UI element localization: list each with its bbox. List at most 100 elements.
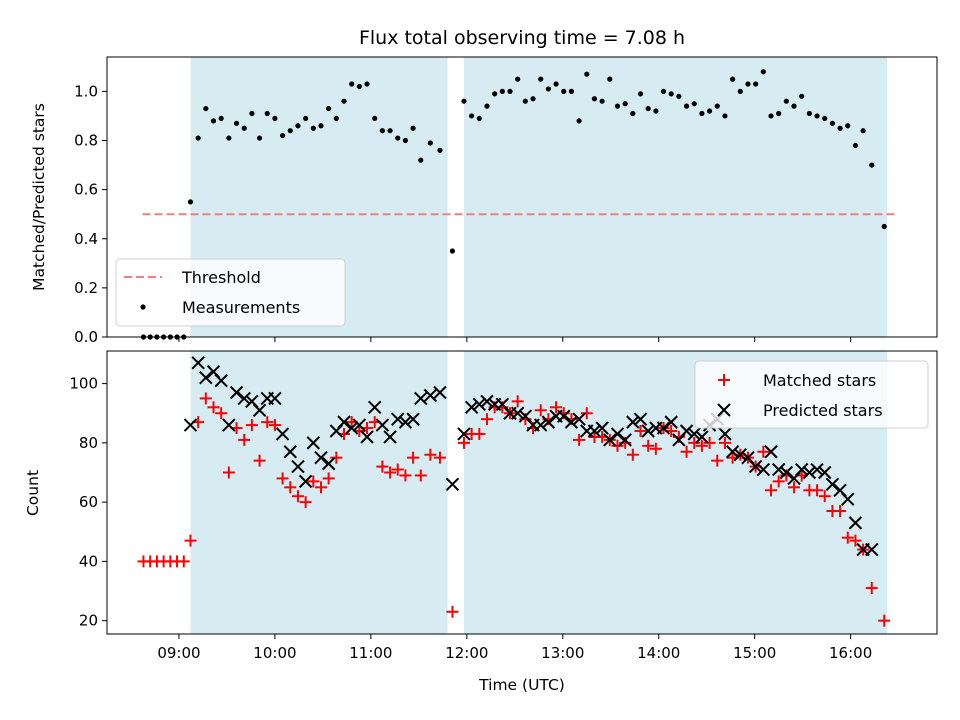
- predicted-stars-point: [557, 409, 571, 423]
- predicted-stars-point: [794, 462, 809, 477]
- matched-stars-point: [177, 555, 190, 568]
- plot-frame-bottom: [106, 350, 938, 635]
- predicted-stars-point: [406, 412, 420, 426]
- predicted-stars-point: [825, 477, 840, 492]
- measurement-point: [576, 118, 582, 124]
- predicted-stars-point: [398, 415, 413, 429]
- matched-stars-point: [841, 531, 854, 544]
- legend-threshold-label: Threshold: [181, 268, 261, 287]
- matched-stars-point: [473, 427, 486, 440]
- matched-stars-point: [215, 407, 228, 420]
- matched-stars-point: [680, 445, 693, 458]
- predicted-stars-point: [841, 492, 855, 506]
- predicted-stars-point: [337, 415, 351, 429]
- legend-measurements-label: Measurements: [182, 298, 300, 317]
- measurement-point: [427, 140, 433, 146]
- legend-predicted-swatch: [717, 403, 731, 417]
- measurement-point: [829, 120, 836, 126]
- measurement-point: [507, 88, 513, 94]
- measurement-point: [860, 128, 866, 134]
- matched-stars-point: [849, 534, 862, 547]
- x-tick-label: 14:00: [637, 644, 680, 662]
- predicted-stars-point: [472, 397, 487, 412]
- predicted-stars-point: [779, 465, 794, 480]
- measurement-point: [545, 86, 551, 92]
- matched-stars-point: [268, 419, 281, 432]
- predicted-stars-point: [541, 415, 556, 429]
- matched-stars-point: [253, 454, 266, 467]
- matched-stars-point: [818, 490, 831, 503]
- predicted-stars-point: [656, 421, 671, 435]
- measurement-point: [614, 103, 621, 109]
- legend-predicted-label: Predicted stars: [763, 401, 883, 420]
- predicted-stars-point: [865, 542, 879, 557]
- x-tick-label: 15:00: [733, 644, 776, 662]
- measurement-point: [476, 115, 482, 122]
- matched-stars-point: [322, 472, 335, 485]
- matched-stars-point: [245, 419, 258, 432]
- matched-stars-point: [718, 436, 731, 449]
- matched-stars-point: [695, 439, 708, 452]
- predicted-stars-point: [572, 412, 586, 426]
- matched-stars-point: [391, 463, 404, 476]
- predicted-stars-point: [375, 418, 390, 432]
- matched-stars-point: [276, 472, 289, 485]
- shaded-intervals-top: [190, 57, 888, 337]
- predicted-stars-point: [191, 356, 205, 370]
- predicted-stars-point: [510, 406, 525, 420]
- matched-stars-point: [199, 392, 212, 405]
- x-axis-ticks-bottom: 09:00 10:00 11:00 12:00 13:00 14:00 15:00 16:00: [157, 634, 872, 662]
- measurement-point: [530, 96, 536, 102]
- matched-stars-point: [550, 401, 563, 414]
- measurement-point: [469, 113, 475, 119]
- measurement-point: [333, 115, 339, 122]
- matched-stars-point: [184, 534, 197, 547]
- predicted-stars-point: [802, 465, 817, 480]
- measurement-point: [492, 91, 498, 97]
- predicted-stars-point: [756, 462, 771, 477]
- matched-stars-point: [765, 484, 777, 497]
- measurement-point: [676, 93, 682, 99]
- measurements-series: [140, 69, 887, 340]
- measurement-point: [591, 96, 598, 102]
- predicted-stars-point: [564, 415, 579, 429]
- matched-stars-point: [711, 454, 724, 467]
- measurement-point: [553, 81, 559, 87]
- matched-stars-point: [330, 451, 343, 464]
- predicted-stars-point: [360, 430, 374, 444]
- matched-stars-point: [384, 466, 397, 479]
- measurement-point: [233, 120, 240, 126]
- measurement-point: [279, 132, 286, 139]
- matched-stars-point: [446, 605, 459, 618]
- y-tick-label: 0.2: [74, 279, 98, 297]
- predicted-stars-point: [222, 418, 236, 432]
- predicted-stars-point: [618, 433, 632, 447]
- predicted-stars-point: [252, 403, 267, 417]
- y-axis-ticks-top: 0.0 0.2 0.4 0.6 0.8 1.0: [74, 82, 107, 346]
- predicted-stars-point: [229, 385, 244, 400]
- measurement-point: [395, 135, 401, 141]
- predicted-stars-point: [306, 436, 321, 450]
- predicted-stars-point: [298, 474, 313, 489]
- matched-stars-point: [834, 505, 847, 518]
- measurement-point: [653, 108, 659, 114]
- predicted-stars-point: [595, 421, 609, 435]
- y-tick-label: 80: [79, 434, 98, 452]
- measurement-point: [264, 110, 270, 117]
- measurement-point: [637, 91, 644, 97]
- predicted-stars-point: [610, 427, 625, 441]
- predicted-stars-point: [818, 465, 832, 480]
- predicted-stars-point: [457, 427, 471, 441]
- measurement-point: [295, 123, 301, 129]
- predicted-stars-point: [764, 445, 778, 459]
- matched-stars-point: [399, 469, 412, 482]
- measurement-point: [249, 110, 255, 117]
- matched-stars-point: [291, 490, 304, 503]
- matched-stars-point: [307, 475, 320, 488]
- matched-stars-point: [757, 445, 770, 458]
- predicted-stars-point: [199, 370, 213, 385]
- matched-stars-point: [703, 436, 716, 449]
- measurement-point: [607, 76, 613, 82]
- x-tick-label: 09:00: [157, 644, 200, 662]
- predicted-stars-point: [534, 418, 548, 432]
